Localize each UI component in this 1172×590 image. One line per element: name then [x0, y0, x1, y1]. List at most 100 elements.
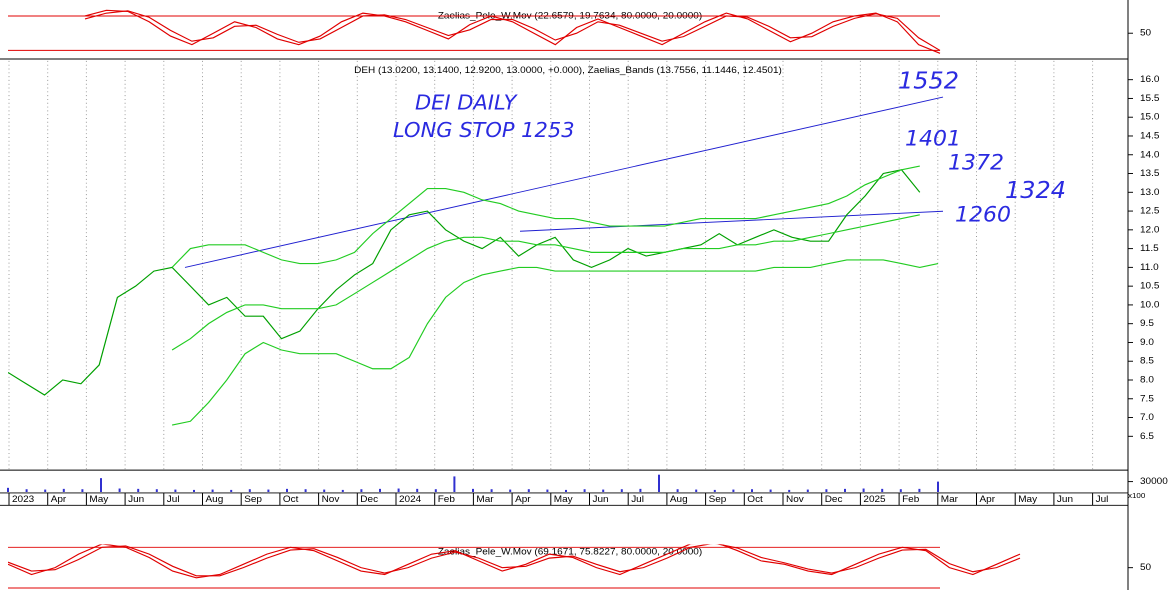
series-line [8, 544, 1021, 577]
frames [0, 0, 1129, 590]
y-tick-label: 10.0 [1140, 300, 1160, 311]
annotation: 1324 [1005, 176, 1066, 203]
annotation: 1260 [955, 203, 1011, 227]
y-tick-label: 16.0 [1140, 74, 1160, 85]
volume-bar [416, 488, 419, 492]
y-tick-label: 7.5 [1140, 393, 1154, 404]
x-tick-label: Dec [360, 494, 378, 505]
x-tick-label: Jul [1096, 494, 1109, 505]
volume-bar [881, 488, 884, 492]
series-line [84, 9, 941, 54]
x-tick-label: Jul [167, 494, 180, 505]
annotation: 1372 [948, 151, 1004, 175]
x-tick-label: May [89, 494, 108, 505]
x-tick-label: Mar [941, 494, 959, 505]
annotation: 1401 [905, 127, 961, 151]
volume-bar [788, 489, 791, 492]
x-tick-label: Sep [709, 494, 727, 505]
volume-bar [472, 488, 474, 492]
volume-bar [732, 489, 735, 492]
y-tick-label: 15.0 [1140, 112, 1160, 123]
y-tick-label: 50 [1140, 562, 1152, 573]
y-tick-label: 13.5 [1140, 168, 1160, 179]
panel-title: Zaelias_Pele_W.Mov (69.1671, 75.8227, 80… [438, 547, 702, 558]
volume-bar [360, 489, 363, 492]
y-tick-label: 10.5 [1140, 281, 1160, 292]
volume-bar [769, 489, 772, 492]
x-tick-label: Nov [322, 494, 340, 505]
volume-bar [751, 489, 753, 492]
y-tick-label: 8.5 [1140, 356, 1154, 367]
y-tick-label: 9.0 [1140, 337, 1154, 348]
volume-bar [174, 489, 177, 492]
series-line [171, 165, 920, 268]
x-tick-label: May [554, 494, 573, 505]
x-tick-label: Oct [283, 494, 299, 505]
volume-bar [44, 489, 47, 492]
volume-bar [509, 489, 512, 492]
x-tick-label: 2023 [12, 494, 34, 505]
volume-bar [248, 489, 251, 492]
volume-bar [81, 489, 84, 492]
series-line [171, 259, 939, 426]
volume-bar [230, 489, 233, 492]
y-tick-label: 12.0 [1140, 225, 1160, 236]
x-tick-label: Aug [206, 494, 224, 505]
volume-bar [862, 488, 865, 492]
x-tick-label: 2024 [399, 494, 422, 505]
volume-bar [565, 489, 567, 492]
volume-bar [658, 474, 660, 492]
series-line [84, 10, 941, 51]
x-tick-label: Apr [515, 494, 531, 505]
y-tick-label: 14.5 [1140, 131, 1160, 142]
volume-bar [806, 489, 809, 492]
y-tick-label: 15.5 [1140, 93, 1160, 104]
volume-bar [397, 488, 400, 492]
x-tick-label: 2025 [863, 494, 886, 505]
y-tick-label: 11.5 [1140, 243, 1159, 254]
volume-bar [304, 489, 307, 492]
series-line [8, 544, 1021, 579]
x-tick-label: Jun [1057, 494, 1073, 505]
x-tick-label: Aug [670, 494, 688, 505]
annotation: DEI DAILY [415, 91, 518, 114]
volume-bar [62, 488, 65, 492]
volume-bar [490, 489, 493, 492]
x-tick-label: Jul [631, 494, 644, 505]
volume-bar [267, 489, 270, 492]
series-line [171, 214, 920, 351]
y-tick-label: 50 [1140, 28, 1152, 39]
panel-title: DEH (13.0200, 13.1400, 12.9200, 13.0000,… [354, 65, 782, 76]
x-tick-label: Feb [438, 494, 456, 505]
volume-bar [155, 489, 158, 492]
volume-bar [7, 487, 9, 492]
trend-line [184, 96, 944, 268]
volume-bar [527, 489, 530, 492]
x-tick-label: Oct [747, 494, 763, 505]
volume-bar [676, 489, 679, 492]
volume-bar [137, 488, 140, 492]
x-tick-label: Jun [593, 494, 609, 505]
x-tick-label: Jun [128, 494, 144, 505]
y-tick-label: 13.0 [1140, 187, 1160, 198]
volume-bar [713, 489, 716, 492]
x-tick-label: Feb [902, 494, 920, 505]
annotation: LONG STOP 1253 [393, 119, 575, 142]
y-tick-label: 12.5 [1140, 206, 1160, 217]
x-tick-label: Sep [244, 494, 262, 505]
y-tick-label: 6.5 [1140, 431, 1154, 442]
series-line [8, 169, 921, 396]
annotation: 1552 [898, 67, 959, 94]
volume-bar [193, 489, 195, 492]
volume-bar [546, 489, 549, 492]
y-tick-label: 14.0 [1140, 149, 1160, 160]
volume-unit: x100 [1128, 491, 1146, 500]
volume-bar [211, 489, 214, 492]
volume-bar [695, 489, 698, 492]
volume-bar [937, 481, 939, 492]
volume-bar [918, 488, 921, 492]
volume-bar [323, 489, 326, 492]
volume-bar [341, 489, 344, 492]
x-tick-label: Mar [476, 494, 494, 505]
